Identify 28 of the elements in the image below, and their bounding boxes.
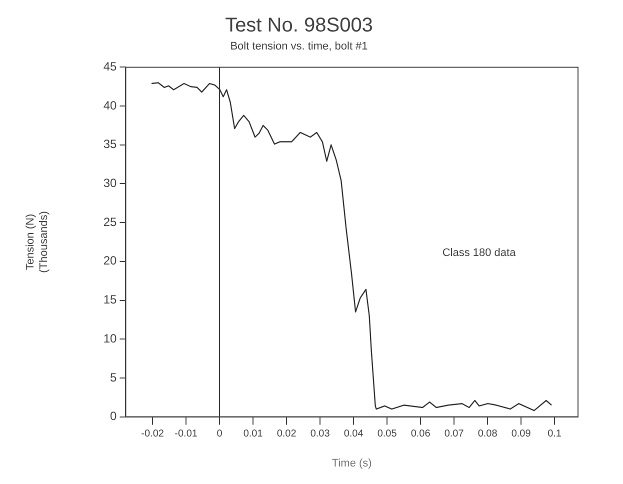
- x-tick-label: 0.01: [243, 428, 264, 440]
- x-tick-label: 0.07: [444, 428, 464, 440]
- x-tick-label: 0.04: [344, 428, 364, 440]
- x-tick-label: 0.03: [310, 428, 330, 440]
- x-tick-label: 0.05: [377, 428, 398, 440]
- y-tick-label: 15: [103, 292, 118, 307]
- y-tick-label: 0: [110, 409, 118, 424]
- y-tick-label: 40: [103, 98, 118, 112]
- y-tick-label: 10: [103, 331, 118, 346]
- y-tick-label: 25: [103, 214, 118, 229]
- x-axis-title: Time (s): [332, 457, 372, 470]
- annotation: Class 180 data: [442, 246, 517, 259]
- x-tick-label: 0.02: [276, 428, 297, 440]
- x-tick-label: 0.06: [410, 428, 431, 440]
- y-tick-label: 20: [103, 254, 118, 268]
- chart-subtitle: Bolt tension vs. time, bolt #1: [230, 40, 368, 53]
- x-tick-label: 0: [216, 428, 223, 440]
- x-tick-label: 0.09: [511, 428, 532, 440]
- x-tick-label: -0.02: [141, 428, 164, 440]
- x-tick-label: 0.1: [548, 428, 562, 440]
- x-tick-label: 0.08: [478, 428, 498, 440]
- y-tick-label: 30: [103, 176, 118, 190]
- y-tick-label: 5: [110, 370, 118, 384]
- y-tick-label: 35: [103, 137, 118, 152]
- chart-title: Test No. 98S003: [225, 14, 373, 37]
- y-tick-label: 45: [103, 60, 118, 74]
- y-axis-title: Tension (N) (Thousands): [24, 211, 50, 273]
- x-tick-label: -0.01: [174, 428, 198, 440]
